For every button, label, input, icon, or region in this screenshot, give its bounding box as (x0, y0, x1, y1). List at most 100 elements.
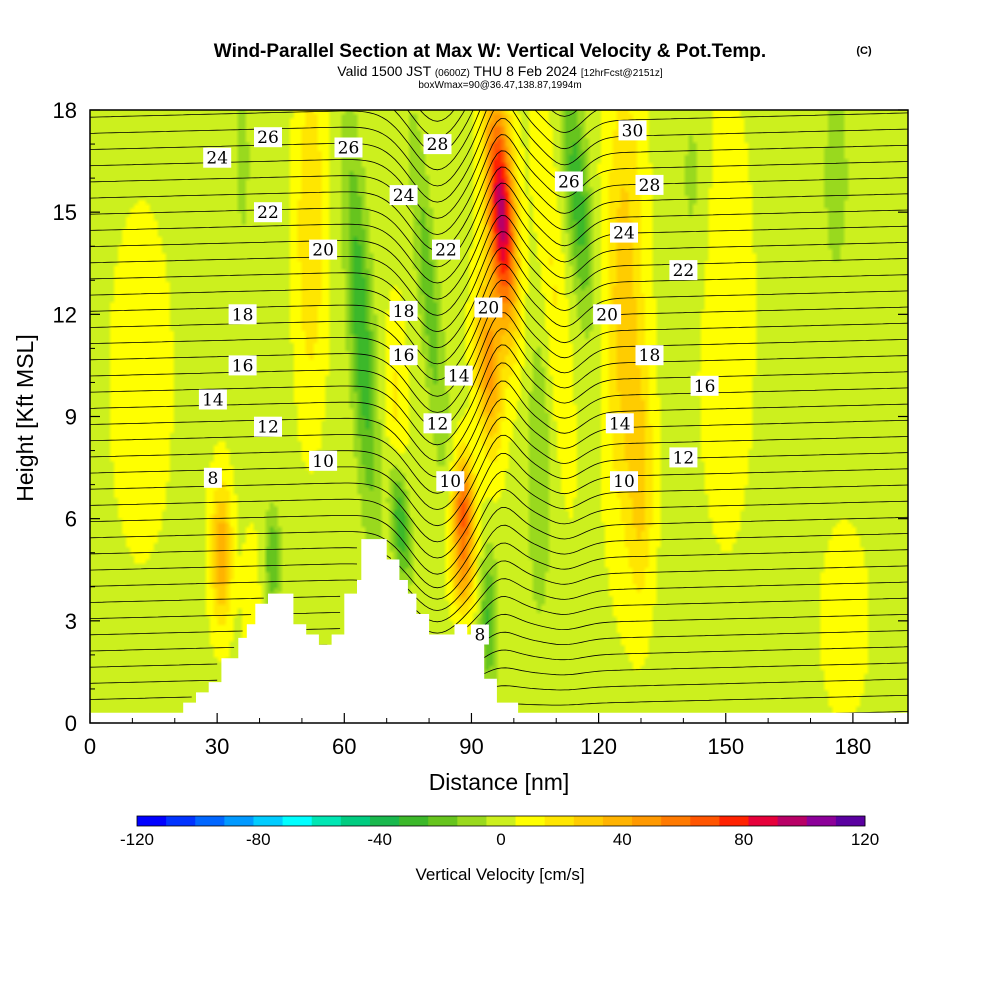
contour-label: 10 (436, 471, 465, 492)
contour-label: 10 (309, 450, 338, 472)
contour-label: 26 (254, 127, 282, 148)
colorbar-swatch (573, 816, 604, 826)
contour-label: 14 (198, 389, 227, 411)
colorbar-swatch (457, 816, 487, 826)
theta-contour-line (90, 630, 243, 636)
colorbar-tick-label: -40 (367, 830, 392, 849)
y-tick-label: 18 (53, 98, 77, 123)
theta-contour-line (550, 110, 578, 117)
contour-label-text: 12 (673, 448, 695, 468)
colorbar (136, 815, 866, 827)
contour-label-box (474, 297, 503, 318)
contour-label-text: 12 (257, 418, 279, 438)
colorbar-swatch (282, 816, 313, 826)
valid-forecast: [12hrFcst@2151z] (581, 68, 663, 79)
x-axis-label: Distance [nm] (429, 769, 570, 795)
x-tick-label: 180 (835, 734, 872, 759)
contour-label-text: 10 (439, 472, 461, 492)
contour-label-box (423, 134, 452, 155)
colorbar-swatch (166, 816, 196, 826)
contour-label-text: 24 (613, 224, 635, 244)
contour-label: 18 (228, 304, 257, 325)
colorbar-swatch (224, 816, 254, 826)
contour-label-box (309, 450, 338, 471)
theta-contour-line (484, 662, 908, 676)
x-tick-label: 60 (332, 734, 356, 759)
contour-labels: 8 10 12 14 16 18 20 22 24 26 26 24 18 16 12 10 14 22 28 20 8… (198, 120, 719, 646)
contour-label-box (389, 345, 418, 366)
theta-contour-line (90, 679, 218, 684)
theta-contour-line (90, 110, 487, 187)
contour-label: 22 (254, 202, 282, 223)
theta-contour-line (90, 110, 908, 203)
colorbar-swatch (748, 816, 779, 826)
theta-contour-line (496, 694, 908, 706)
theta-contour-line (90, 563, 358, 571)
theta-contour-line (90, 398, 908, 494)
y-tick-label: 12 (53, 302, 77, 327)
potential-temperature-contours (90, 93, 908, 715)
contour-label-text: 8 (207, 469, 218, 489)
theta-contour-line (421, 93, 455, 105)
chart-title: Wind-Parallel Section at Max W: Vertical… (214, 41, 766, 62)
colorbar-swatch (632, 816, 662, 826)
contour-label-text: 22 (435, 241, 457, 261)
theta-contour-line (90, 434, 908, 527)
theta-contour-line (90, 279, 908, 381)
contour-label-box (610, 471, 638, 492)
contour-label-text: 18 (393, 302, 415, 322)
theta-contour-line (90, 247, 908, 349)
colorbar-tick-label: 120 (851, 830, 879, 849)
x-tick-label: 30 (205, 734, 229, 759)
contour-label-text: 22 (673, 261, 695, 281)
theta-contour-line (90, 110, 481, 171)
contour-label-text: 16 (393, 346, 415, 366)
valid-prefix: Valid 1500 JST (337, 63, 431, 79)
x-tick-label: 90 (459, 734, 483, 759)
contour-label-text: 20 (478, 299, 500, 319)
valid-zulu: (0600Z) (435, 68, 470, 79)
theta-contour-line (466, 596, 908, 628)
colorbar-tick-label: -80 (246, 830, 271, 849)
colorbar-swatch (661, 816, 691, 826)
theta-contour-line (428, 578, 908, 634)
contour-label-box (254, 202, 282, 223)
theta-contour-line (90, 647, 235, 652)
x-axis: 0 30 60 90 120 150 180 (84, 713, 896, 759)
theta-contour-line (90, 215, 908, 316)
theta-contour-line (90, 597, 264, 603)
colorbar-tick-label: -120 (120, 830, 154, 849)
contour-label: 12 (669, 447, 698, 468)
contour-label-text: 26 (558, 173, 580, 193)
contour-label-box (254, 127, 282, 148)
plot-area: 8 10 12 14 16 18 20 22 24 26 26 24 18 16 12 10 14 22 28 20 8… (89, 93, 909, 724)
box-info: boxWmax=90@36.47,138.87,1994m (418, 80, 581, 91)
colorbar-tick-label: 0 (496, 830, 505, 849)
theta-contour-line (90, 182, 908, 284)
valid-date: THU 8 Feb 2024 (473, 63, 577, 79)
theta-contour-line (90, 231, 908, 333)
y-tick-label: 9 (65, 405, 77, 430)
colorbar-tick-label: 40 (613, 830, 632, 849)
colorbar-swatch (806, 816, 837, 826)
y-tick-label: 6 (65, 507, 77, 532)
theta-contour-line (90, 380, 908, 478)
contour-label: 24 (610, 222, 638, 244)
colorbar-tick-labels: -120 -80 -40 0 40 80 120 (120, 830, 879, 849)
theta-contour-line (90, 579, 358, 587)
theta-contour-line (399, 524, 908, 600)
contour-label: 26 (554, 171, 583, 193)
colorbar-swatch (602, 816, 633, 826)
contour-label: 24 (203, 147, 232, 169)
contour-label-box (309, 239, 338, 260)
theta-contour-line (90, 150, 908, 252)
colorbar-swatch (253, 816, 283, 826)
theta-contour-line (90, 198, 908, 300)
contour-label: 14 (605, 413, 634, 434)
theta-contour-line (306, 628, 341, 630)
contour-label-text: 20 (312, 241, 334, 261)
contour-label-box (635, 345, 664, 366)
x-tick-label: 120 (580, 734, 617, 759)
colorbar-swatch (340, 816, 371, 826)
